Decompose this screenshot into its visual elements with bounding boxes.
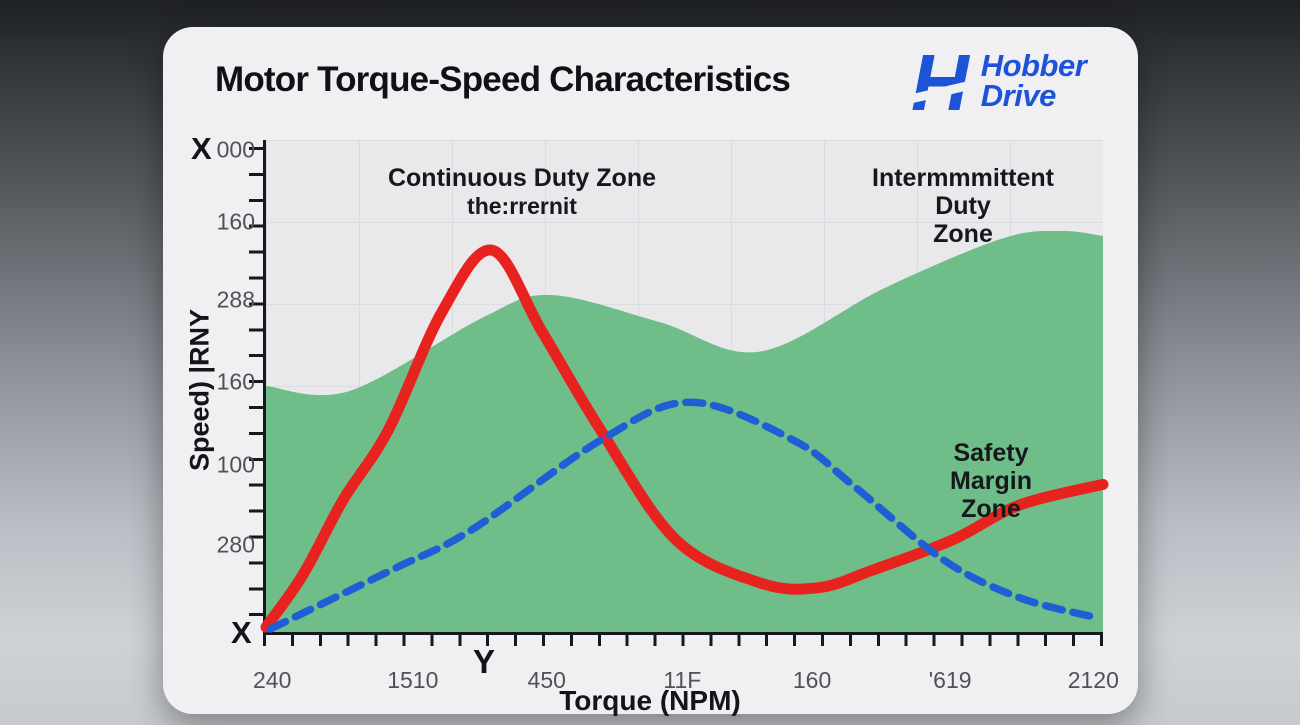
- annotation-continuous-duty: Continuous Duty Zone the:rrernit: [388, 164, 656, 220]
- blue-speed-curve: [266, 398, 1099, 633]
- brand-logo: H Hobber Drive: [911, 43, 1087, 123]
- chart-title: Motor Torque-Speed Characteristics: [215, 60, 791, 99]
- x-axis-ticks: [263, 633, 1103, 646]
- plot-area: [260, 140, 1109, 635]
- x-tick-label: 450: [527, 667, 566, 693]
- x-tick-label: 240: [253, 667, 292, 693]
- x-tick-label: 1510: [387, 667, 439, 693]
- x-tick-label: 2120: [1067, 667, 1119, 693]
- annotation-intermittent-duty: Intermmmittent Duty Zone: [872, 164, 1054, 248]
- y-tick-label: 160: [216, 208, 255, 235]
- annotation-line: Zone: [933, 220, 993, 248]
- axis-decor-x-origin: X: [231, 615, 252, 650]
- red-torque-curve: [260, 244, 1109, 633]
- y-tick-label: 288: [216, 286, 255, 313]
- y-tick-label: 100: [216, 451, 255, 478]
- logo-wordmark: Hobber Drive: [980, 48, 1087, 113]
- x-tick-label: '619: [928, 667, 972, 693]
- annotation-line: Zone: [961, 495, 1021, 523]
- y-tick-label: 280: [216, 531, 255, 558]
- chart-card: Motor Torque-Speed Characteristics H Hob…: [163, 27, 1138, 716]
- axis-decor-x-top: X: [191, 131, 212, 166]
- annotation-line: Safety Margin: [950, 439, 1032, 495]
- axis-decor-y-mid: Y: [473, 643, 496, 680]
- annotation-line: the:rrernit: [467, 193, 577, 219]
- y-tick-label: 160: [216, 368, 255, 395]
- logo-h-icon: H: [911, 43, 975, 123]
- logo-line1: Hobber: [980, 48, 1087, 83]
- x-tick-label: 160: [792, 667, 832, 693]
- annotation-safety-margin: Safety Margin Zone: [918, 439, 1065, 523]
- y-axis-ticks: [249, 147, 263, 635]
- x-tick-labels: 240 1510 450 11F 160 '619 2120: [253, 667, 1119, 697]
- y-tick-labels: 000 160 288 160 100 280: [191, 136, 255, 632]
- x-axis-title: Torque (NPM): [559, 685, 741, 716]
- annotation-line: Continuous Duty Zone: [387, 164, 657, 192]
- annotation-line: Intermmmittent Duty: [872, 164, 1054, 220]
- x-tick-label: 11F: [663, 667, 702, 693]
- y-tick-label: 000: [216, 136, 255, 163]
- logo-line2: Drive: [980, 78, 1057, 113]
- plot-svg: [260, 230, 1109, 633]
